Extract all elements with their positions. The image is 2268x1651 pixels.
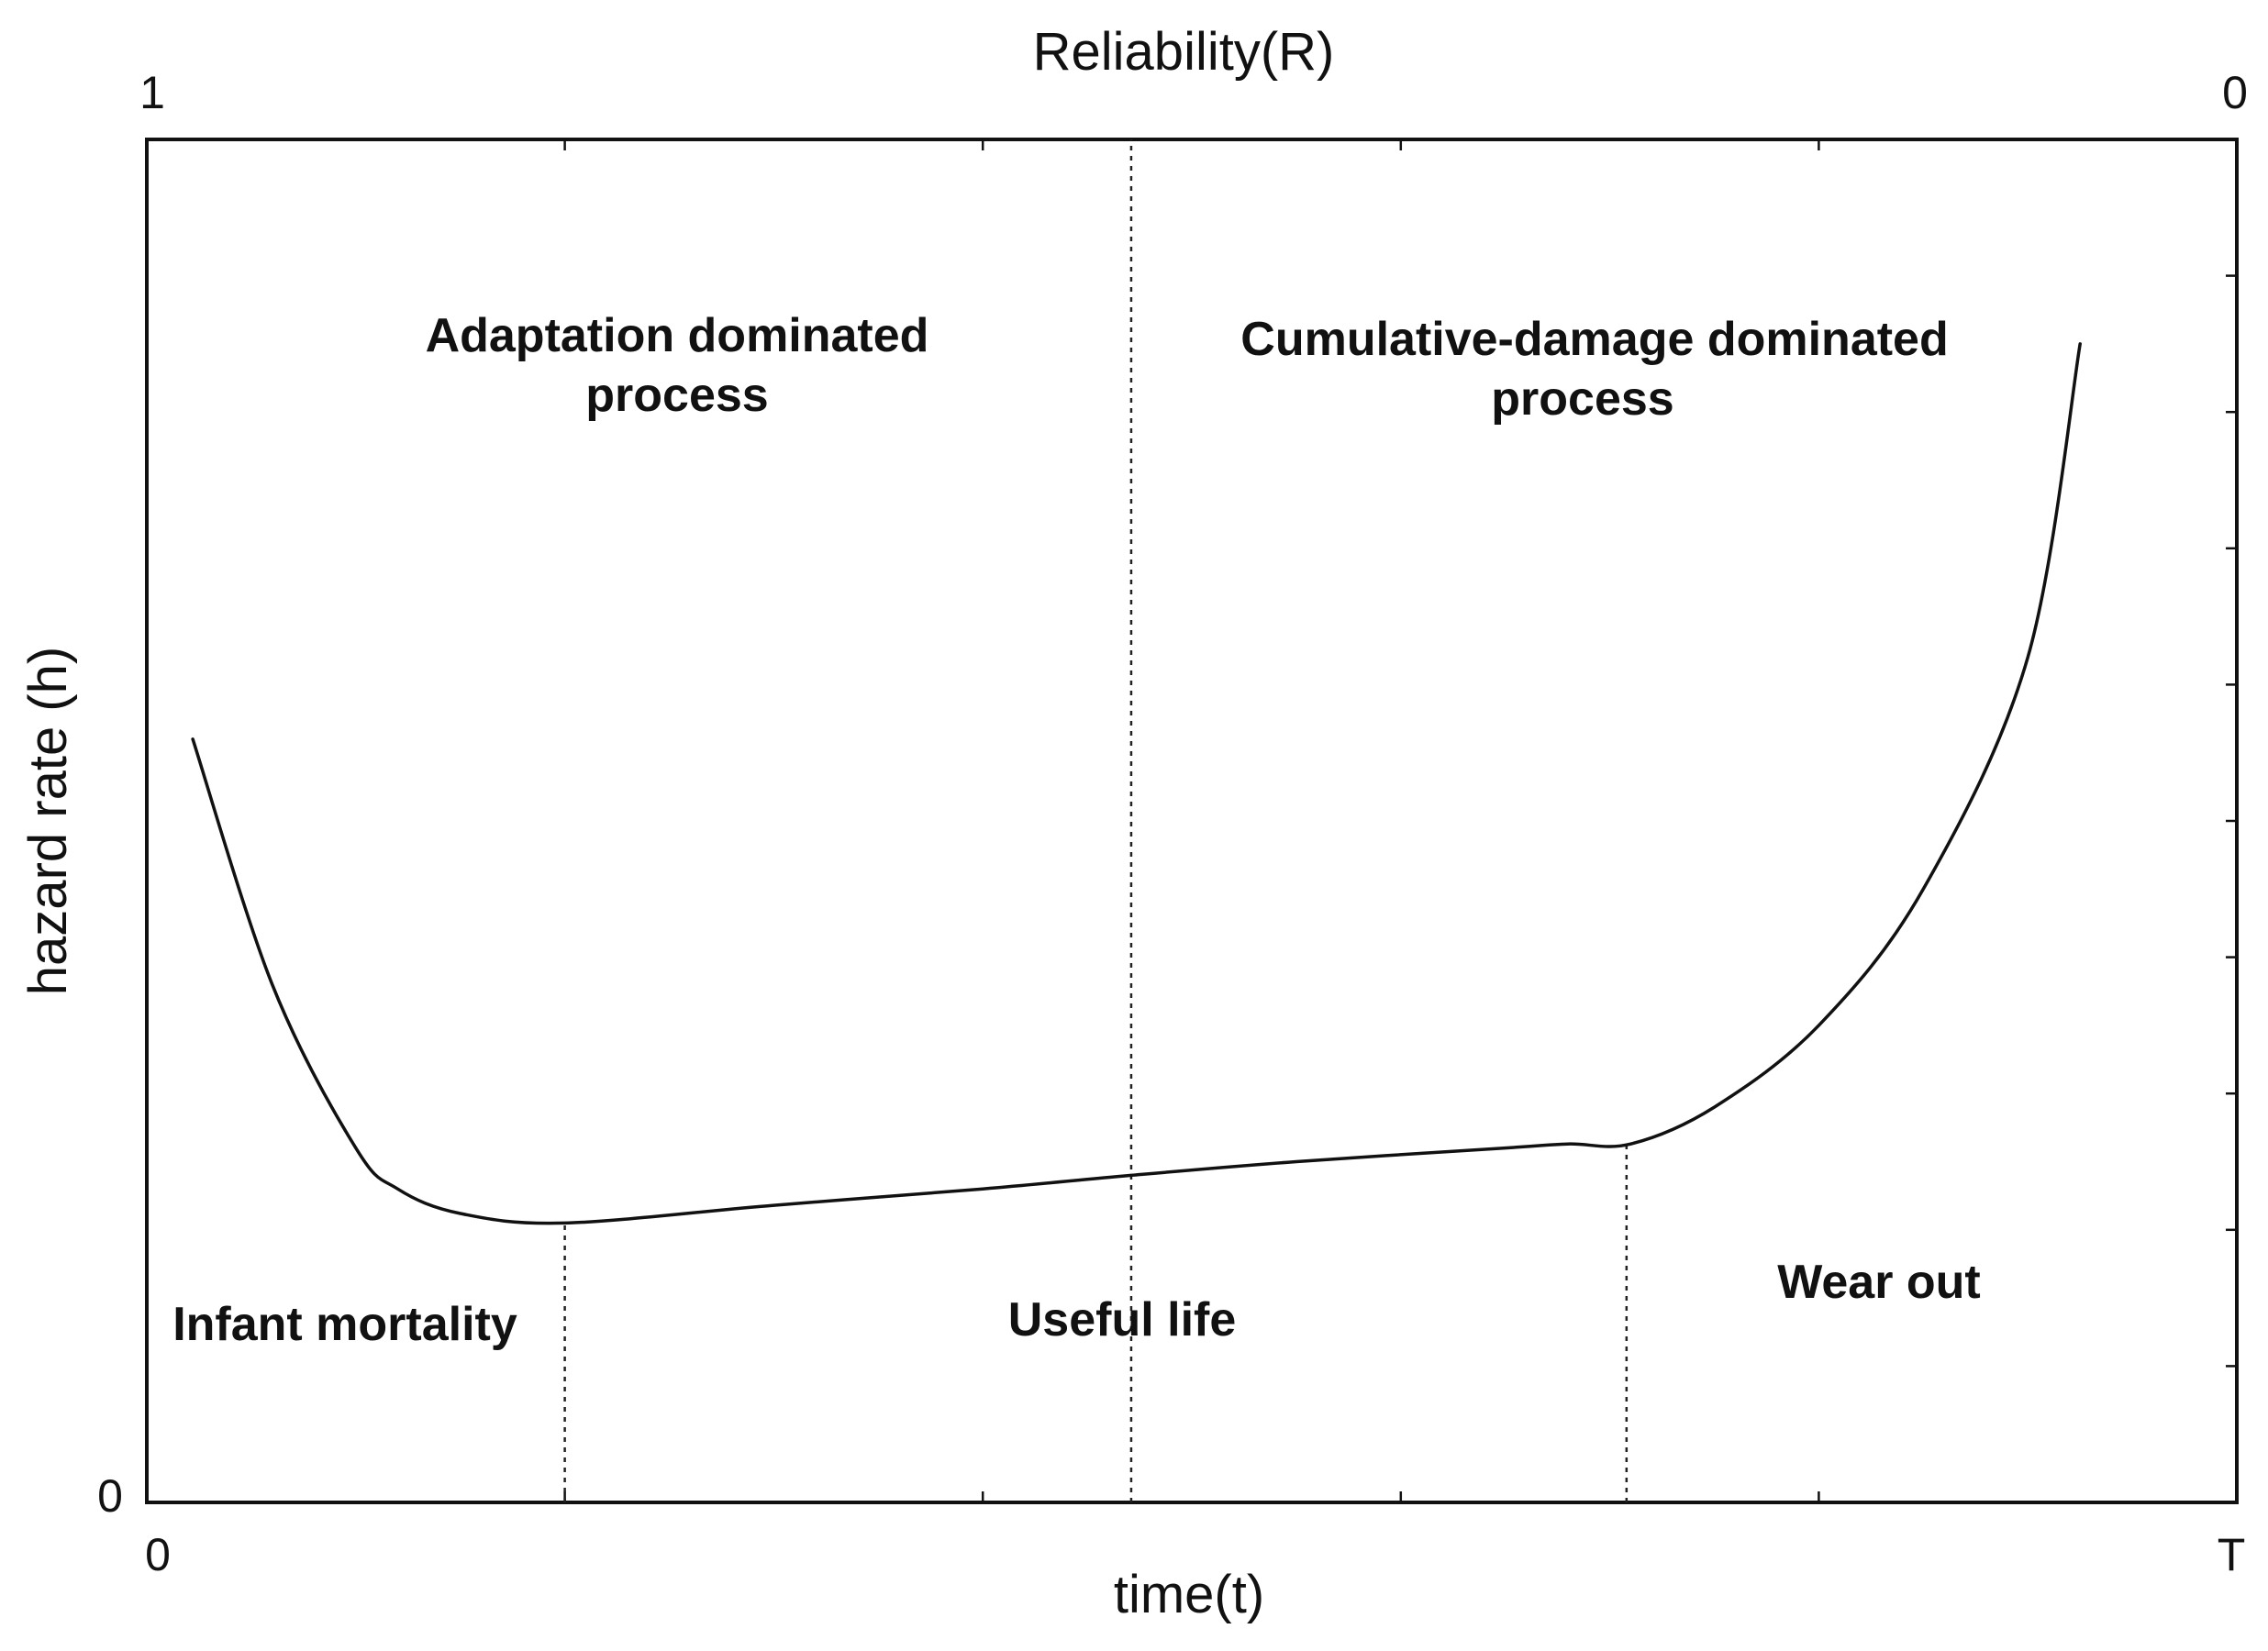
x-tick-end: T <box>2218 1529 2246 1580</box>
top-tick-end: 0 <box>2222 67 2248 118</box>
top-tick-start: 1 <box>139 67 165 118</box>
hazard-rate-curve <box>191 342 2082 1225</box>
damage-process-line2: process <box>1491 372 1673 426</box>
y-axis-title: hazard rate (h) <box>18 647 78 995</box>
x-tick-zero: 0 <box>145 1529 171 1580</box>
region-useful-life: Useful life <box>1008 1293 1237 1346</box>
top-axis-title: Reliability(R) <box>1033 22 1335 82</box>
adaptation-process-line2: process <box>585 369 768 422</box>
region-wear-out: Wear out <box>1777 1256 1981 1309</box>
y-tick-zero: 0 <box>97 1470 123 1522</box>
damage-process-line1: Cumulative-damage dominated <box>1240 313 1948 366</box>
frame-ticks <box>563 139 2237 1502</box>
adaptation-process-line1: Adaptation dominated <box>426 309 929 362</box>
x-axis-title: time(t) <box>1114 1565 1264 1624</box>
region-infant-mortality: Infant mortality <box>172 1298 517 1351</box>
